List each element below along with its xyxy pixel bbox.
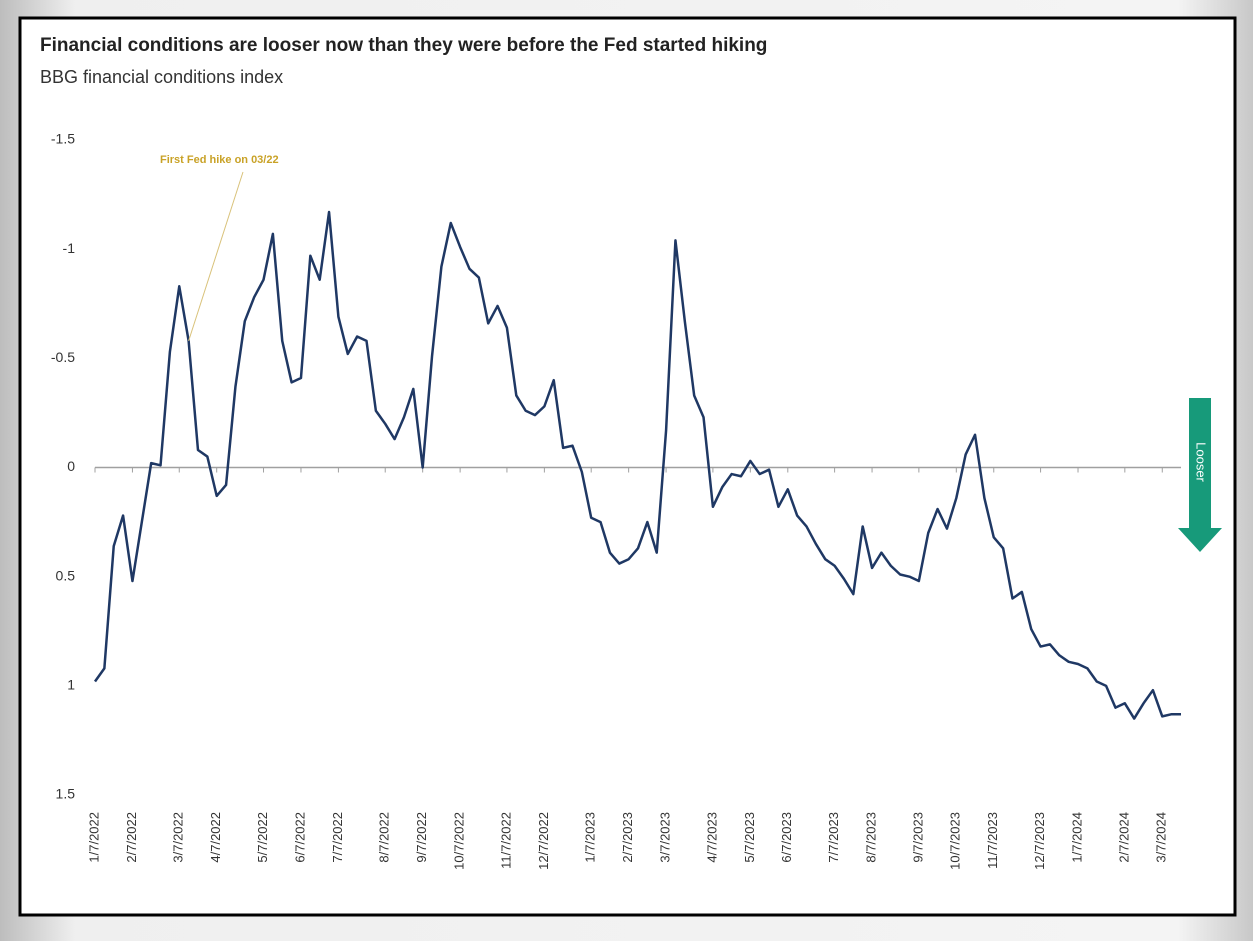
y-tick-label: 1 (67, 677, 75, 693)
x-tick-label: 1/7/2024 (1069, 812, 1084, 863)
y-tick-label: 0.5 (56, 567, 76, 583)
x-tick-label: 2/7/2023 (620, 812, 635, 863)
x-tick-label: 9/7/2022 (414, 812, 429, 863)
annotation: First Fed hike on 03/22 (160, 154, 279, 166)
chart-frame (18, 16, 1237, 917)
x-tick-label: 8/7/2023 (863, 812, 878, 863)
chart-subtitle: BBG financial conditions index (40, 67, 283, 87)
x-tick-label: 12/7/2022 (536, 812, 551, 870)
x-tick-label: 8/7/2022 (377, 812, 392, 863)
x-tick-label: 1/7/2023 (583, 812, 598, 863)
arrow-label: Looser (1194, 442, 1209, 482)
y-tick-label: -0.5 (51, 349, 75, 365)
chart-title: Financial conditions are looser now than… (40, 35, 767, 56)
x-tick-label: 1/7/2022 (86, 812, 101, 863)
line (93, 210, 1181, 720)
x-tick-label: 3/7/2024 (1154, 812, 1169, 863)
y-tick-label: -1.5 (51, 131, 75, 147)
annotation-leader (188, 171, 244, 342)
y-tick-label: -1 (63, 240, 76, 256)
x-tick-label: 7/7/2023 (826, 812, 841, 863)
x-tick-label: 6/7/2023 (779, 812, 794, 863)
x-tick-label: 2/7/2024 (1116, 812, 1131, 863)
x-tick-label: 2/7/2022 (124, 812, 139, 863)
x-tick-label: 11/7/2022 (498, 812, 513, 869)
x-tick-label: 5/7/2022 (255, 812, 270, 863)
x-tick-label: 4/7/2022 (208, 812, 223, 863)
x-tick-label: 6/7/2022 (292, 812, 307, 863)
x-tick-label: 10/7/2023 (948, 812, 963, 870)
x-tick-label: 5/7/2023 (742, 812, 757, 863)
x-tick-label: 11/7/2023 (985, 812, 1000, 869)
x-tick-label: 10/7/2022 (452, 812, 467, 870)
looser-arrow (1178, 398, 1222, 552)
x-tick-label: 12/7/2023 (1032, 812, 1047, 870)
x-tick-label: 9/7/2023 (910, 812, 925, 863)
y-tick-label: 1.5 (56, 786, 76, 802)
y-tick-label: 0 (67, 458, 75, 474)
x-tick-label: 4/7/2023 (704, 812, 719, 863)
x-tick-label: 7/7/2022 (330, 812, 345, 863)
x-tick-label: 3/7/2022 (171, 812, 186, 863)
x-tick-label: 3/7/2023 (658, 812, 673, 863)
